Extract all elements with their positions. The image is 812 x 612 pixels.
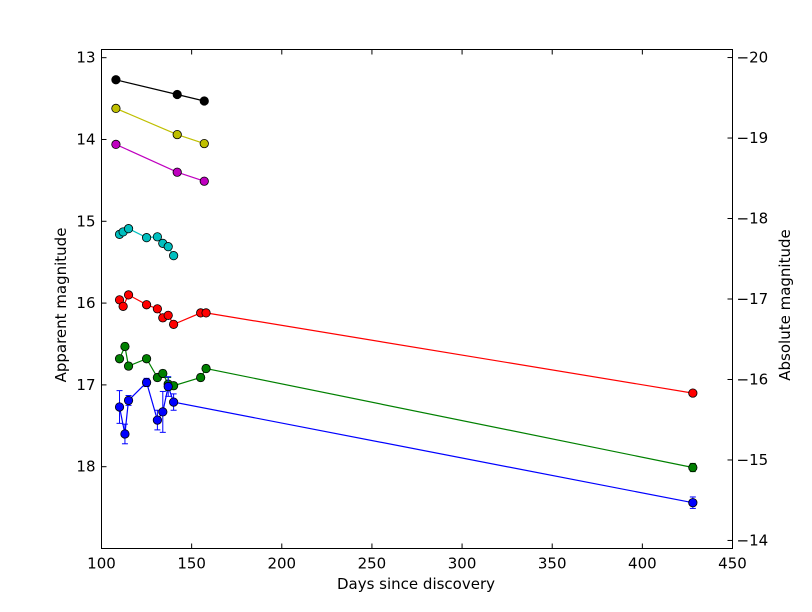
data-point [688,388,698,398]
data-point [141,233,152,243]
y-tick-label: 14 [76,130,95,148]
x-tick-label: 100 [87,555,116,573]
series-0-line [115,79,205,102]
y-tick-label: 18 [76,458,95,476]
data-point [196,372,206,383]
x-tick-label: 150 [177,555,206,573]
data-point [141,377,152,388]
series-2-line [115,143,205,182]
data-point [158,407,168,417]
data-point [118,301,128,311]
x-axis-label: Days since discovery [337,575,495,593]
data-point [111,75,121,85]
data-point [169,251,179,261]
y-tick-label: 16 [76,294,95,312]
data-point [123,395,134,406]
y-axis-label-right: Absolute magnitude [776,229,794,380]
data-point [199,176,209,186]
data-point [199,138,209,149]
x-tick-label: 200 [267,555,296,573]
data-point [141,300,152,310]
series-5 [114,341,698,473]
series-3 [114,224,179,261]
plot-frame [101,49,733,549]
y-tick-label-right: −15 [737,451,769,469]
y-tick-label-right: −20 [737,49,769,67]
x-tick-label: 350 [538,555,567,573]
data-point [123,224,134,234]
data-point [169,397,179,407]
plot-content [111,75,698,509]
y-tick-label: 15 [76,212,95,230]
x-tick-label: 250 [358,555,387,573]
data-point [158,368,168,379]
axis-ticks: 100 150 200 250 300 350 400 450 13 14 15 16 17 18 −20 −… [76,49,768,573]
data-point [120,429,130,439]
data-point [201,308,211,318]
data-point [152,304,162,314]
data-point [201,363,211,374]
y-axis-label: Apparent magnitude [52,228,70,383]
data-point [169,319,179,329]
series-0 [111,75,209,106]
data-point [123,361,134,371]
y-tick-label-right: −14 [737,531,769,549]
data-point [111,103,121,113]
data-point [163,242,173,252]
y-tick-label-right: −17 [737,290,769,308]
data-point [163,310,173,320]
data-point [152,415,162,425]
data-point [163,381,173,392]
data-point [688,462,698,473]
series-1-line [115,107,205,145]
y-tick-label: 17 [76,376,95,394]
data-point [111,139,121,149]
y-tick-label-right: −19 [737,129,769,147]
y-tick-label-right: −18 [737,210,769,228]
data-point [172,129,182,140]
data-point [199,96,209,106]
series-4 [114,290,698,398]
data-point [152,232,162,242]
data-point [114,402,125,412]
data-point [120,341,130,352]
data-point [123,290,134,300]
y-tick-label: 13 [76,49,95,67]
x-tick-label: 400 [628,555,657,573]
data-point [172,167,182,177]
data-point [114,354,125,364]
series-6-line [118,381,693,504]
series-2 [111,139,209,186]
data-point [172,89,182,100]
data-point [688,498,698,508]
series-6 [114,376,698,509]
y-tick-label-right: −16 [737,370,769,388]
x-tick-label: 450 [718,555,747,573]
x-tick-label: 300 [448,555,477,573]
data-point [141,354,152,364]
series-1 [111,103,209,149]
